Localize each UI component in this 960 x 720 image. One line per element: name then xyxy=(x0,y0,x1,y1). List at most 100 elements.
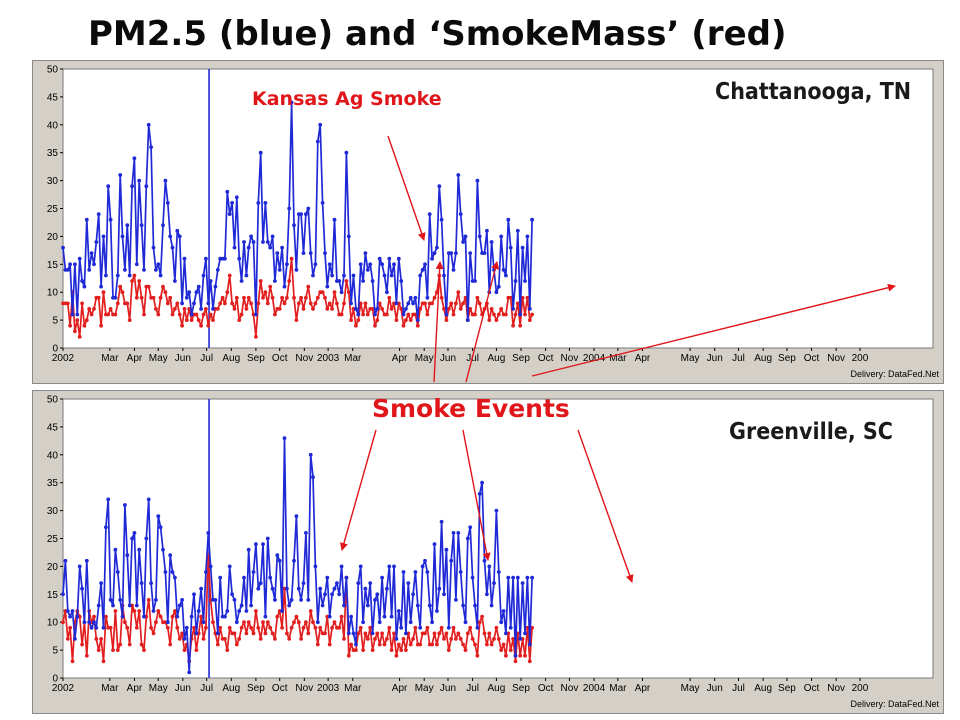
chattanooga-pm25-point xyxy=(246,245,251,250)
chattanooga-x-tick-label: 2003 xyxy=(317,353,340,364)
chattanooga-pm25-point xyxy=(349,301,353,306)
greenville-pm25-point xyxy=(299,598,303,602)
chattanooga-smokemass-point xyxy=(311,307,315,311)
chattanooga-pm25-point xyxy=(194,290,199,295)
greenville-pm25-point xyxy=(523,631,527,636)
chattanooga-pm25-point xyxy=(404,307,408,311)
chattanooga-pm25-point xyxy=(99,284,103,289)
chattanooga-x-tick-label: Jun xyxy=(707,353,723,364)
greenville-pm25-point xyxy=(70,609,75,613)
greenville-smokemass-point xyxy=(261,620,265,625)
greenville-pm25-point xyxy=(418,625,423,630)
greenville-pm25-point xyxy=(111,603,115,608)
greenville-pm25-point xyxy=(137,547,142,552)
chattanooga-pm25-point xyxy=(356,312,361,317)
chattanooga-smokemass-point xyxy=(232,307,237,311)
chattanooga-smokemass-point xyxy=(96,295,101,300)
greenville-pm25-point xyxy=(206,531,211,535)
chattanooga-smokemass-point xyxy=(527,318,532,322)
greenville-pm25-point xyxy=(92,620,96,625)
chattanooga-smokemass-point xyxy=(313,301,318,306)
chattanooga-pm25-line xyxy=(62,101,533,321)
chattanooga-y-tick-label: 15 xyxy=(47,260,59,271)
greenville-smokemass-point xyxy=(337,625,342,630)
chattanooga-smokemass-point xyxy=(325,307,330,311)
greenville-pm25-point xyxy=(75,614,80,619)
greenville-x-tick-label: 2004 xyxy=(583,683,606,694)
chattanooga-pm25-point xyxy=(142,268,146,272)
greenville-smokemass-point xyxy=(249,625,254,630)
chattanooga-smokemass-point xyxy=(139,295,144,300)
chattanooga-pm25-point xyxy=(504,273,508,278)
greenville-smokemass-point xyxy=(306,631,311,636)
chattanooga-smokemass-point xyxy=(218,301,223,306)
greenville-pm25-point xyxy=(213,598,218,602)
greenville-pm25-point xyxy=(425,570,430,574)
greenville-smokemass-point xyxy=(489,642,494,647)
chattanooga-smokemass-point xyxy=(211,318,215,322)
chattanooga-pm25-point xyxy=(280,245,284,250)
chattanooga-pm25-point xyxy=(101,234,106,239)
chattanooga-pm25-point xyxy=(342,273,346,278)
greenville-smokemass-point xyxy=(273,637,277,641)
greenville-pm25-point xyxy=(242,575,246,580)
chattanooga-pm25-point xyxy=(487,290,492,295)
greenville-pm25-point xyxy=(118,598,123,602)
chattanooga-smokemass-point xyxy=(499,307,504,311)
greenville-pm25-point xyxy=(223,614,227,619)
chattanooga-chart: 0 5 10 15 20 25 30 35 40 45 50 2002 Mar Apr May Jun Jul A… xyxy=(47,65,934,364)
greenville-y-tick-label: 35 xyxy=(47,478,59,489)
greenville-smokemass-point xyxy=(313,625,318,630)
chattanooga-pm25-point xyxy=(165,201,170,205)
chattanooga-pm25-point xyxy=(206,301,211,306)
greenville-smokemass-point xyxy=(146,598,151,602)
chattanooga-smokemass-point xyxy=(254,334,258,339)
chattanooga-smokemass-point xyxy=(168,295,173,300)
greenville-pm25-point xyxy=(351,631,356,636)
chattanooga-pm25-point xyxy=(523,279,527,283)
chattanooga-pm25-point xyxy=(320,201,325,205)
chattanooga-pm25-point xyxy=(104,273,108,278)
greenville-pm25-point xyxy=(463,620,468,625)
chattanooga-pm25-point xyxy=(254,312,258,317)
chattanooga-smokemass-point xyxy=(184,318,189,322)
chattanooga-pm25-point xyxy=(187,290,192,295)
chattanooga-smokemass-point xyxy=(435,290,439,295)
chattanooga-smokemass-point xyxy=(146,284,151,289)
chattanooga-pm25-point xyxy=(242,240,246,244)
greenville-pm25-point xyxy=(525,575,530,580)
greenville-smokemass-point xyxy=(411,637,415,641)
greenville-pm25-point xyxy=(306,598,311,602)
greenville-smokemass-point xyxy=(68,625,72,630)
greenville-x-tick-label: Aug xyxy=(222,683,240,694)
greenville-pm25-point xyxy=(282,436,287,440)
greenville-smokemass-point xyxy=(118,642,123,647)
chattanooga-pm25-point xyxy=(430,256,434,261)
greenville-smokemass-point xyxy=(501,642,506,647)
chattanooga-pm25-point xyxy=(87,268,92,272)
greenville-x-tick-label: Sep xyxy=(512,683,530,694)
greenville-smokemass-point xyxy=(258,637,263,641)
greenville-y-tick-label: 50 xyxy=(47,395,59,406)
chattanooga-smokemass-point xyxy=(161,284,165,289)
greenville-pm25-point xyxy=(518,637,523,641)
chattanooga-smokemass-point xyxy=(113,312,118,317)
chattanooga-pm25-point xyxy=(444,312,449,317)
greenville-pm25-point xyxy=(515,575,520,580)
chattanooga-pm25-point xyxy=(301,251,306,256)
greenville-pm25-point xyxy=(413,570,418,574)
chattanooga-pm25-point xyxy=(77,256,82,261)
chattanooga-smokemass-point xyxy=(282,301,287,306)
chattanooga-smokemass-point xyxy=(315,295,320,300)
chattanooga-pm25-point xyxy=(196,284,201,289)
chattanooga-smokemass-point xyxy=(415,323,420,328)
greenville-smokemass-point xyxy=(256,625,261,630)
chattanooga-pm25-point xyxy=(375,307,380,311)
greenville-pm25-point xyxy=(249,603,254,608)
greenville-smokemass-point xyxy=(413,625,418,630)
chattanooga-pm25-point xyxy=(108,217,113,222)
greenville-smokemass-point xyxy=(111,648,115,652)
greenville-y-tick-label: 5 xyxy=(52,646,58,657)
greenville-pm25-point xyxy=(194,631,199,636)
greenville-smokemass-point xyxy=(232,631,237,636)
